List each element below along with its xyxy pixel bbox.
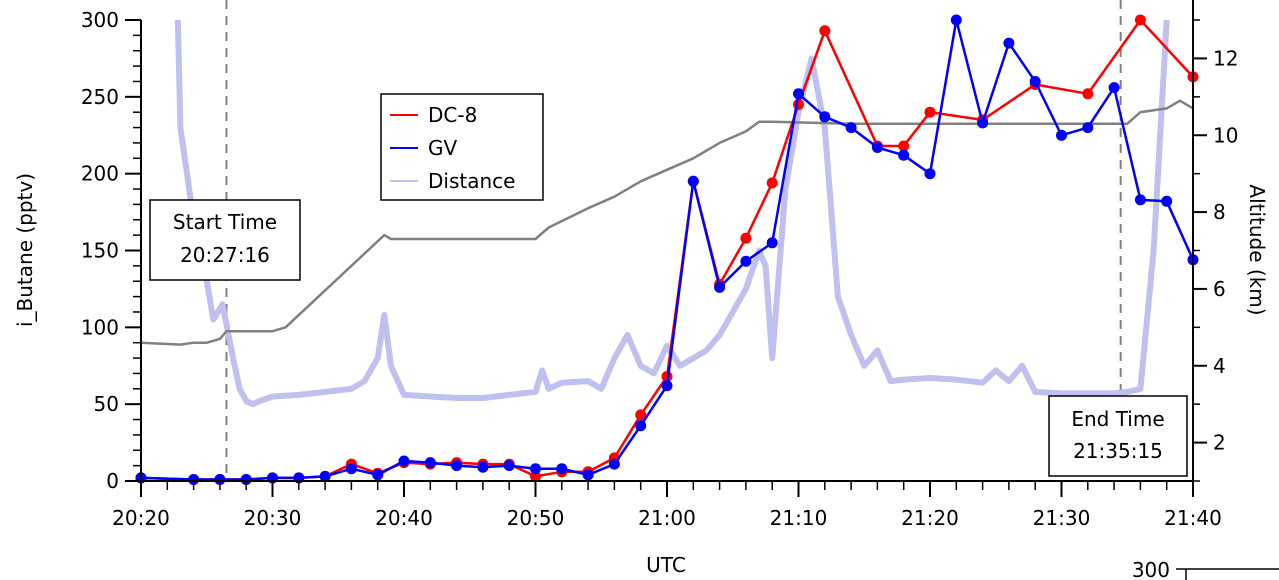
x-tick-label: 20:40	[375, 506, 433, 530]
gv-point	[372, 469, 384, 481]
gv-point	[871, 142, 883, 153]
gv-point	[924, 168, 936, 180]
gv-point	[1029, 76, 1041, 87]
legend: DC-8 GV Distance	[380, 93, 544, 201]
gv-point	[188, 474, 200, 485]
gv-point	[687, 175, 699, 187]
distance-line	[174, 20, 1170, 408]
dc8-point	[635, 409, 647, 421]
dc8-point	[1082, 88, 1094, 100]
plot-layer	[135, 0, 1199, 485]
start-time-annotation: Start Time 20:27:16	[149, 199, 301, 281]
gv-point	[477, 461, 489, 473]
gv-point	[950, 14, 962, 26]
gv-point	[214, 474, 226, 485]
y-axis-title: i_Butane (pptv)	[13, 173, 37, 327]
dc8-point	[924, 106, 936, 118]
x-tick-label: 21:20	[901, 506, 959, 530]
y-tick-label: 0	[106, 469, 119, 493]
end-time-box	[1048, 395, 1188, 477]
end-time-annotation: End Time 21:35:15	[1048, 395, 1188, 477]
end-time-label: End Time	[1071, 407, 1164, 431]
x-tick-label: 21:30	[1033, 506, 1091, 530]
x-axis-title: UTC	[646, 553, 686, 577]
inset-frame	[1176, 568, 1279, 580]
x-tick-label: 21:10	[770, 506, 828, 530]
dc8-point	[530, 470, 541, 482]
gv-point	[556, 463, 568, 475]
gv-point	[1161, 195, 1173, 207]
gv-point	[661, 380, 673, 392]
dc8-point	[819, 25, 831, 37]
gv-point	[1003, 37, 1015, 49]
legend-label-gv: GV	[428, 136, 457, 160]
gv-point	[793, 88, 804, 100]
x-tick-label: 20:20	[112, 506, 170, 530]
gv-point	[530, 463, 541, 475]
y-tick-label: 150	[81, 239, 119, 263]
gv-point	[714, 281, 726, 293]
dc8-point	[740, 232, 752, 244]
gv-point	[977, 117, 989, 129]
dc8-point	[766, 177, 778, 189]
inset-fragment: 300	[1132, 558, 1279, 580]
gv-point	[451, 460, 463, 472]
gv-point	[766, 237, 778, 249]
gv-point	[1056, 129, 1067, 141]
gv-point	[635, 420, 647, 432]
y-tick-label: 200	[81, 162, 119, 186]
gv-point	[608, 458, 620, 470]
x-tick-label: 20:30	[244, 506, 302, 530]
x-tick-label: 20:50	[507, 506, 565, 530]
y-tick-label: 250	[81, 85, 119, 109]
gv-point	[819, 111, 831, 123]
gv-point	[1134, 194, 1146, 206]
gv-point	[424, 457, 436, 469]
gv-point	[1082, 122, 1094, 134]
legend-label-dc8: DC-8	[428, 103, 477, 127]
y2-tick-label: 10	[1213, 123, 1238, 147]
gv-point	[240, 474, 252, 485]
gv-point	[398, 455, 410, 467]
start-time-value: 20:27:16	[180, 243, 270, 267]
dc8-point	[1134, 14, 1146, 26]
y-tick-label: 100	[81, 315, 119, 339]
y2-axis-title: Altitude (km)	[1245, 184, 1269, 315]
inset-tick-label: 300	[1132, 558, 1170, 580]
x-tick-label: 21:40	[1164, 506, 1222, 530]
y-tick-label: 300	[81, 8, 119, 32]
y2-tick-label: 4	[1213, 354, 1226, 378]
end-time-value: 21:35:15	[1073, 439, 1163, 463]
dc8-point	[898, 140, 910, 152]
gv-point	[740, 255, 752, 267]
gv-line	[141, 20, 1193, 481]
y2-tick-label: 2	[1213, 431, 1226, 455]
y2-tick-label: 6	[1213, 277, 1226, 301]
x-tick-label: 21:00	[638, 506, 696, 530]
gv-point	[845, 122, 857, 134]
y2-tick-label: 12	[1213, 46, 1238, 70]
gv-point	[582, 469, 594, 481]
gv-point	[345, 463, 357, 475]
y-tick-label: 50	[94, 392, 119, 416]
gv-point	[1108, 82, 1120, 94]
start-time-label: Start Time	[173, 210, 277, 234]
gv-point	[898, 149, 910, 161]
gv-point	[503, 460, 515, 472]
start-time-box	[149, 199, 301, 281]
gv-point	[319, 470, 331, 482]
y2-tick-label: 8	[1213, 200, 1226, 224]
legend-label-distance: Distance	[428, 169, 515, 193]
altitude-line	[141, 99, 1193, 346]
axes-layer: 20:20 20:30 20:40 20:50 21:00 21:10 21:20 21:30…	[81, 0, 1238, 530]
